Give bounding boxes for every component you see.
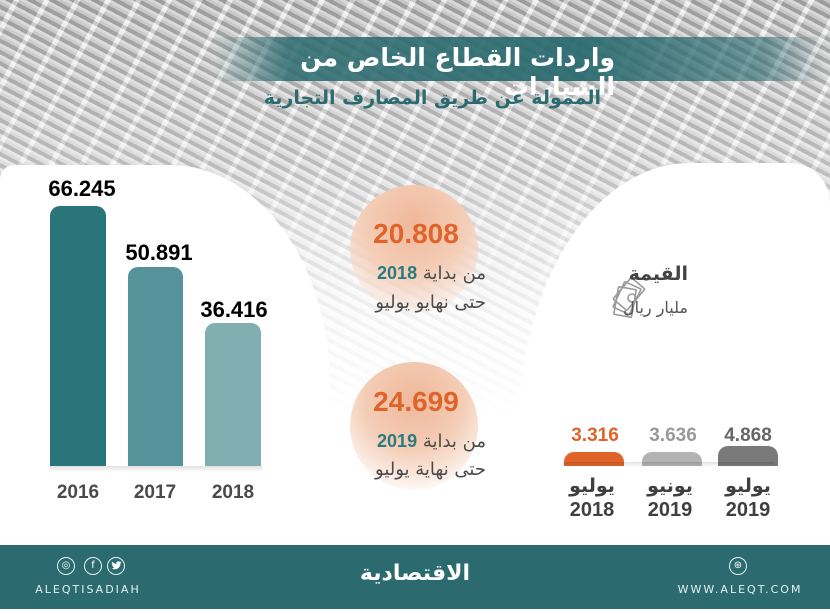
- stat-prefix: من بداية: [422, 263, 486, 284]
- bar-2018: [205, 323, 261, 466]
- stat-line-1: من بداية 2018: [286, 263, 486, 284]
- money-bills-icon: [612, 277, 646, 318]
- monthly-year-label: 2018: [569, 499, 615, 521]
- chart-baseline: [50, 466, 262, 472]
- monthly-month-label: يوليو: [725, 475, 771, 497]
- monthly-month-label: يونيو: [647, 475, 693, 497]
- monthly-value-jul-2018: 3.316: [571, 425, 619, 446]
- bar-year-2018: 2018: [211, 482, 255, 503]
- social-handle[interactable]: ALEQTISADIAH: [35, 583, 141, 596]
- stat-year: 2019: [377, 431, 418, 451]
- stat-line-2: حتى نهايو يوليو: [375, 292, 486, 313]
- website-icon[interactable]: ⊛: [729, 557, 747, 575]
- stat-prefix: من بداية: [422, 431, 486, 452]
- bar-value-2016: 66.245: [48, 176, 116, 201]
- monthly-value-jun-2019: 3.636: [649, 425, 697, 446]
- publication-logo: الاقتصادية: [359, 561, 471, 586]
- stat-circle: [350, 362, 478, 490]
- bar-2017: [128, 267, 183, 466]
- monthly-month-label: يوليو: [569, 475, 615, 497]
- monthly-year-label: 2019: [725, 499, 771, 521]
- monthly-bar-jul-2018: [564, 452, 624, 466]
- legend-unit: مليار ريال: [622, 298, 688, 317]
- stat-line-1: من بداية 2019: [286, 431, 486, 452]
- monthly-value-jul-2019: 4.868: [724, 425, 772, 446]
- bar-2016: [50, 206, 106, 466]
- stat-line-2: حتى نهاية يوليو: [375, 459, 486, 480]
- instagram-icon[interactable]: ◎: [57, 557, 75, 575]
- page-subtitle: الممولة عن طريق المصارف التجارية: [263, 87, 601, 109]
- monthly-chart-baseline: [563, 462, 775, 467]
- facebook-icon[interactable]: f: [84, 557, 102, 575]
- page-title: واردات القطاع الخاص من السيارات: [300, 43, 615, 101]
- legend-title: القيمة: [628, 263, 688, 285]
- title-band: [215, 37, 825, 81]
- bar-year-2017: 2017: [133, 482, 177, 503]
- stat-circle: [350, 185, 478, 313]
- stat-value: 24.699: [373, 386, 459, 417]
- footer: [0, 545, 830, 614]
- monthly-bar-jun-2019: [642, 452, 702, 466]
- website-link[interactable]: WWW.ALEQT.COM: [677, 583, 803, 596]
- twitter-bird-glyph: [110, 561, 122, 570]
- bar-year-2016: 2016: [56, 482, 100, 503]
- stat-year: 2018: [377, 263, 418, 283]
- twitter-icon[interactable]: [107, 557, 125, 575]
- stat-value: 20.808: [373, 218, 459, 249]
- footer-bottom-strip: [0, 609, 830, 614]
- monthly-bar-jul-2019: [718, 446, 778, 466]
- bar-value-2017: 50.891: [125, 240, 193, 265]
- monthly-year-label: 2019: [647, 499, 693, 521]
- bar-value-2018: 36.416: [200, 297, 268, 322]
